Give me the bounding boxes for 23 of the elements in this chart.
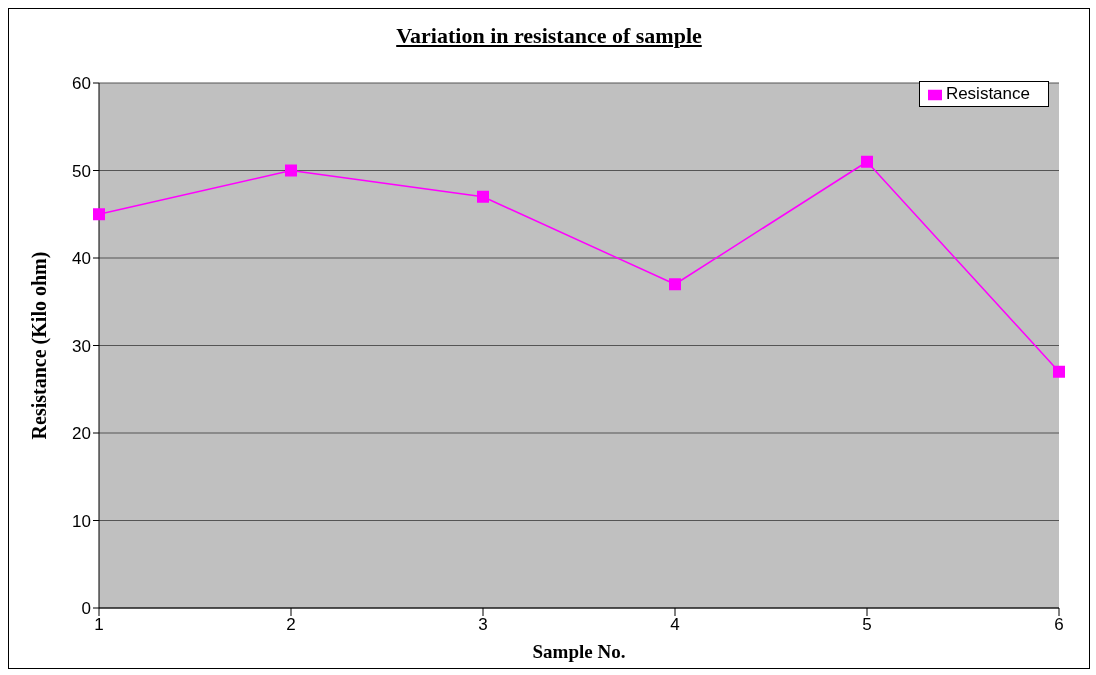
x-tick-label: 1 — [94, 615, 104, 635]
y-tick-label: 0 — [81, 599, 91, 619]
y-tick-label: 40 — [72, 249, 91, 269]
point — [285, 164, 297, 177]
point — [669, 278, 681, 291]
x-tick-label: 5 — [862, 615, 872, 635]
y-tick-label: 50 — [72, 161, 91, 181]
point — [1053, 365, 1065, 378]
chart-title: Variation in resistance of sample — [395, 23, 703, 49]
x-tick-label: 6 — [1054, 615, 1064, 635]
legend-label: Resistance — [945, 84, 1030, 103]
y-tick-label: 20 — [72, 424, 91, 444]
point — [861, 155, 873, 168]
y-tick-label: 60 — [72, 74, 91, 94]
x-axis-title: Sample No. — [532, 641, 626, 662]
y-tick-label: 10 — [72, 511, 91, 531]
y-axis-title: Resistance (Kilo ohm) — [28, 251, 52, 440]
x-tick-label: 3 — [478, 615, 488, 635]
point — [93, 208, 105, 221]
x-tick-label: 4 — [670, 615, 680, 635]
point — [477, 190, 489, 203]
x-tick-label: 2 — [286, 615, 296, 635]
y-tick-label: 30 — [72, 336, 91, 356]
